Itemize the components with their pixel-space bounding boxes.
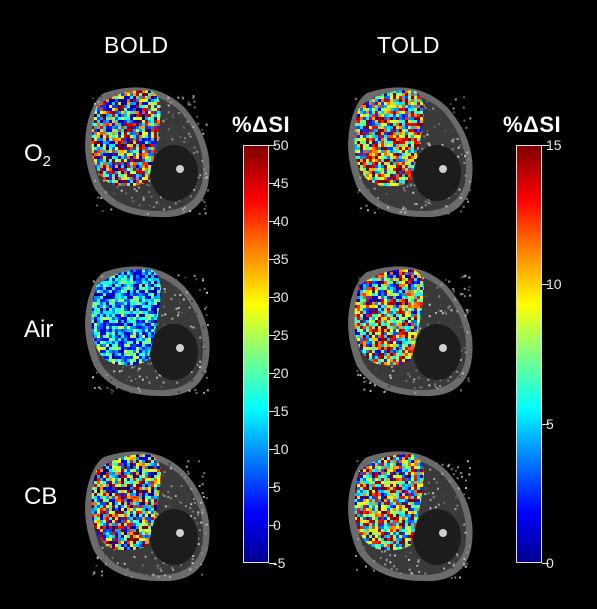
colorbar-tick [542, 563, 549, 564]
colorbar-tick [269, 449, 276, 450]
colorbar-tick [269, 563, 276, 564]
colorbar-tick-label: 0 [546, 555, 554, 571]
colorbar-tick-label: 20 [273, 365, 289, 381]
colorbar-told [516, 145, 542, 563]
colorbar-bold [243, 145, 269, 563]
colorbar-bold-title: %ΔSI [232, 112, 291, 137]
colorbar-tick [269, 297, 276, 298]
colorbar-tick [269, 145, 276, 146]
colorbar-tick-label: 45 [273, 175, 289, 191]
colorbar-tick-label: 5 [273, 479, 281, 495]
scan-told-o2 [348, 87, 473, 218]
colorbar-tick [269, 373, 276, 374]
told-column-title: TOLD [377, 32, 440, 58]
colorbar-tick [269, 525, 276, 526]
colorbar-tick [269, 221, 276, 222]
colorbar-tick-label: 0 [273, 517, 281, 533]
row-label-o2: O2 [24, 140, 52, 170]
scan-bold-air [85, 266, 210, 397]
colorbar-tick [269, 335, 276, 336]
colorbar-tick [542, 145, 549, 146]
colorbar-tick-label: -5 [273, 555, 286, 571]
bold-column-title: BOLD [104, 32, 169, 58]
colorbar-tick-label: 15 [546, 137, 562, 153]
scan-bold-cb [85, 451, 210, 582]
colorbar-tick-label: 5 [546, 415, 554, 432]
colorbar-tick-label: 40 [273, 213, 289, 229]
scan-told-air [348, 266, 473, 397]
colorbar-tick [542, 423, 549, 425]
colorbar-tick-label: 15 [273, 403, 289, 419]
colorbar-tick-label: 10 [546, 276, 562, 293]
colorbar-tick-label: 25 [273, 327, 289, 343]
scan-bold-o2 [85, 87, 210, 218]
colorbar-tick-label: 35 [273, 251, 289, 267]
colorbar-tick-label: 10 [273, 441, 289, 457]
scan-told-cb [348, 451, 473, 582]
row-label-cb: CB [24, 483, 58, 510]
row-label-air: Air [24, 316, 54, 343]
colorbar-told-title: %ΔSI [503, 112, 562, 137]
colorbar-tick [269, 183, 276, 184]
colorbar-tick-label: 50 [273, 137, 289, 153]
colorbar-tick [269, 487, 276, 488]
colorbar-tick [269, 411, 276, 412]
colorbar-tick-label: 30 [273, 289, 289, 305]
colorbar-tick [269, 259, 276, 260]
colorbar-tick [542, 284, 549, 286]
